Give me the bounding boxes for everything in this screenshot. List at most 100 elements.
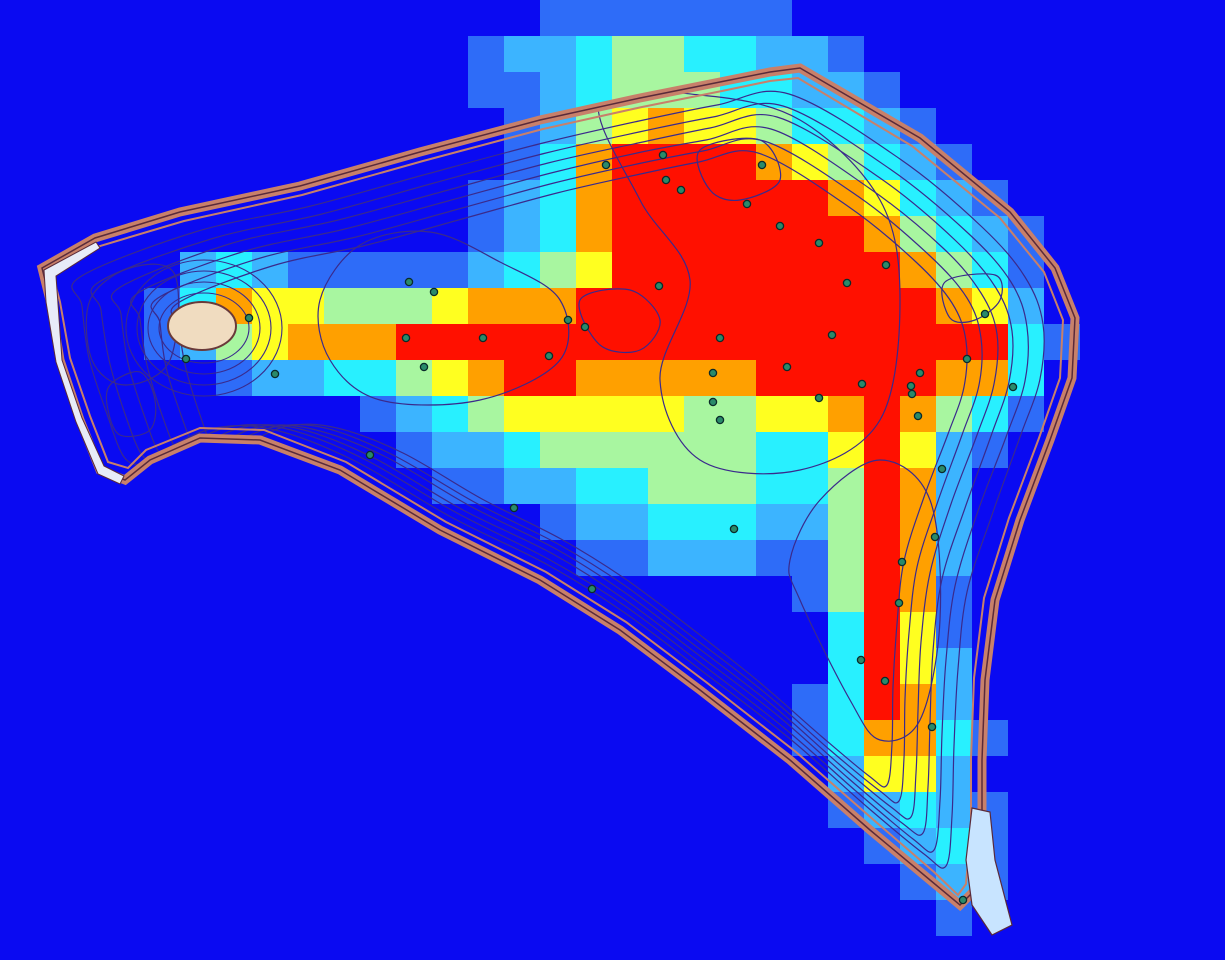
grid-cell (936, 180, 972, 216)
island-contour-line (125, 259, 283, 397)
sample-point (958, 895, 968, 905)
grid-cell (504, 252, 540, 288)
grid-cell (540, 504, 576, 540)
grid-cell (756, 432, 792, 468)
grid-cell (288, 324, 324, 360)
depth-contour-line (317, 230, 570, 406)
grid-cell (648, 396, 684, 432)
grid-cell (792, 216, 828, 252)
grid-cell (432, 252, 468, 288)
sample-point (478, 333, 488, 343)
grid-cell (684, 180, 720, 216)
grid-cell (612, 144, 648, 180)
grid-cell (864, 396, 900, 432)
grid-cell (720, 468, 756, 504)
grid-cell (540, 432, 576, 468)
grid-cell (468, 396, 504, 432)
grid-cell (576, 360, 612, 396)
grid-cell (864, 720, 900, 756)
concentration-grid (144, 0, 1080, 936)
grid-cell (540, 180, 576, 216)
grid-cell (828, 216, 864, 252)
sample-point (708, 368, 718, 378)
grid-cell (864, 504, 900, 540)
island-contour-line (147, 281, 261, 375)
sample-point (894, 598, 904, 608)
grid-cell (540, 0, 576, 36)
grid-cell (756, 180, 792, 216)
grid-cell (684, 0, 720, 36)
shoreline (36, 63, 1080, 912)
depth-contour-line (105, 370, 157, 438)
sample-point (676, 185, 686, 195)
depth-contour-line (578, 288, 661, 354)
grid-cell (324, 324, 360, 360)
sample-point (915, 368, 925, 378)
grid-cell (792, 324, 828, 360)
depth-contour-line (696, 137, 782, 201)
grid-cell (432, 324, 468, 360)
island (167, 301, 237, 351)
depth-contour-line (170, 150, 968, 788)
grid-cell (720, 288, 756, 324)
grid-cell (684, 432, 720, 468)
grid-cell (612, 468, 648, 504)
grid-cell (576, 396, 612, 432)
grid-cell (864, 576, 900, 612)
sample-point (927, 722, 937, 732)
grid-cell (576, 468, 612, 504)
grid-cell (972, 396, 1008, 432)
grid-cell (612, 540, 648, 576)
sample-point (270, 369, 280, 379)
grid-cell (684, 468, 720, 504)
grid-cell (1008, 324, 1044, 360)
grid-cell (504, 36, 540, 72)
grid-cell (612, 252, 648, 288)
grid-cell (648, 360, 684, 396)
grid-cell (756, 504, 792, 540)
grid-cell (720, 540, 756, 576)
grid-cell (792, 252, 828, 288)
sample-point (658, 150, 668, 160)
grid-cell (720, 36, 756, 72)
grid-cell (684, 216, 720, 252)
grid-cell (900, 432, 936, 468)
grid-cell (360, 396, 396, 432)
grid-cell (900, 612, 936, 648)
sample-point (587, 584, 597, 594)
grid-cell (936, 900, 972, 936)
grid-cell (756, 540, 792, 576)
grid-cell (900, 252, 936, 288)
grid-cell (972, 720, 1008, 756)
grid-cell (828, 720, 864, 756)
grid-cell (540, 468, 576, 504)
grid-cell (792, 504, 828, 540)
grid-cell (900, 504, 936, 540)
grid-cell (684, 36, 720, 72)
sample-point (757, 160, 767, 170)
grid-cell (720, 396, 756, 432)
grid-cell (360, 360, 396, 396)
grid-cell (936, 612, 972, 648)
grid-cell (684, 252, 720, 288)
grid-cell (864, 540, 900, 576)
grid-cell (900, 180, 936, 216)
grid-cell (828, 180, 864, 216)
grid-cell (828, 576, 864, 612)
grid-cell (648, 432, 684, 468)
grid-cell (648, 504, 684, 540)
grid-cell (504, 468, 540, 504)
grid-cell (324, 288, 360, 324)
grid-cell (612, 216, 648, 252)
sample-point (814, 393, 824, 403)
grid-cell (612, 396, 648, 432)
sample-point (842, 278, 852, 288)
grid-cell (900, 576, 936, 612)
grid-cell (324, 252, 360, 288)
sample-point (827, 330, 837, 340)
sample-point (544, 351, 554, 361)
grid-cell (792, 468, 828, 504)
grid-cell (540, 360, 576, 396)
sample-point (937, 464, 947, 474)
grid-cell (864, 324, 900, 360)
